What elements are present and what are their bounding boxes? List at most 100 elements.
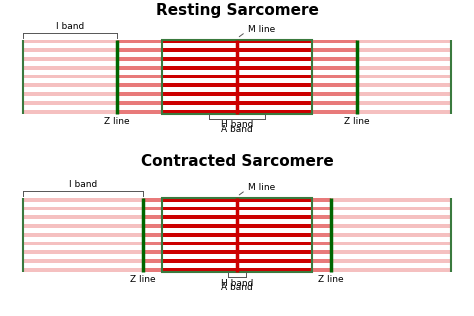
Bar — [23, 215, 143, 219]
Bar — [117, 83, 209, 87]
Text: I band: I band — [56, 22, 84, 31]
Bar — [265, 40, 357, 43]
Text: M line: M line — [248, 183, 275, 192]
Bar — [162, 57, 312, 61]
Bar — [162, 224, 312, 228]
Text: Z line: Z line — [104, 117, 130, 126]
Bar — [23, 101, 117, 105]
Bar — [23, 198, 143, 202]
Bar — [265, 75, 357, 78]
Bar — [117, 40, 209, 43]
Bar — [265, 101, 357, 105]
Bar — [265, 110, 357, 113]
Text: Z line: Z line — [344, 117, 370, 126]
Text: I band: I band — [69, 180, 97, 189]
Bar — [331, 224, 451, 228]
Bar — [117, 110, 209, 113]
Bar — [331, 207, 451, 210]
Bar — [143, 250, 228, 254]
Bar — [357, 110, 451, 113]
Bar — [246, 198, 331, 202]
Bar — [162, 48, 312, 52]
Bar — [246, 207, 331, 210]
Bar — [23, 66, 117, 70]
Bar — [357, 57, 451, 61]
Bar — [162, 40, 312, 113]
Bar — [143, 268, 228, 272]
Bar — [265, 66, 357, 70]
Bar — [117, 57, 209, 61]
Bar — [246, 268, 331, 272]
Bar — [357, 83, 451, 87]
Bar — [265, 92, 357, 96]
Bar — [117, 92, 209, 96]
Bar — [162, 215, 312, 219]
Text: H band: H band — [221, 120, 253, 130]
Bar — [246, 250, 331, 254]
Bar — [162, 110, 312, 113]
Bar — [117, 66, 209, 70]
Bar — [143, 259, 228, 263]
Bar — [23, 242, 143, 246]
Bar — [23, 75, 117, 78]
Bar — [265, 83, 357, 87]
Bar — [162, 233, 312, 237]
Bar — [265, 57, 357, 61]
Bar — [23, 250, 143, 254]
Bar — [23, 233, 143, 237]
Bar — [162, 259, 312, 263]
Bar — [246, 242, 331, 246]
Bar — [331, 250, 451, 254]
Bar — [162, 207, 312, 210]
Bar — [23, 268, 143, 272]
Bar — [162, 268, 312, 272]
Bar — [117, 48, 209, 52]
Bar — [357, 40, 451, 43]
Bar — [23, 110, 117, 113]
Bar — [23, 259, 143, 263]
Bar — [246, 215, 331, 219]
Bar — [357, 48, 451, 52]
Bar — [143, 224, 228, 228]
Bar — [331, 268, 451, 272]
Text: M line: M line — [248, 25, 275, 34]
Bar — [117, 75, 209, 78]
Bar — [331, 259, 451, 263]
Text: Contracted Sarcomere: Contracted Sarcomere — [141, 154, 333, 169]
Bar — [23, 207, 143, 210]
Bar — [162, 92, 312, 96]
Bar — [357, 92, 451, 96]
Bar — [162, 198, 312, 202]
Bar — [265, 48, 357, 52]
Bar — [162, 250, 312, 254]
Bar — [162, 242, 312, 246]
Bar — [23, 48, 117, 52]
Text: A band: A band — [221, 125, 253, 134]
Bar — [143, 198, 228, 202]
Text: A band: A band — [221, 283, 253, 292]
Bar — [162, 66, 312, 70]
Bar — [117, 101, 209, 105]
Bar — [331, 198, 451, 202]
Text: H band: H band — [221, 279, 253, 288]
Bar — [23, 224, 143, 228]
Bar — [162, 101, 312, 105]
Bar — [162, 40, 312, 43]
Bar — [23, 92, 117, 96]
Bar — [331, 215, 451, 219]
Text: Z line: Z line — [130, 276, 155, 284]
Bar — [143, 233, 228, 237]
Bar — [143, 207, 228, 210]
Bar — [246, 233, 331, 237]
Bar — [23, 40, 117, 43]
Bar — [162, 198, 312, 272]
Bar — [246, 259, 331, 263]
Bar — [246, 224, 331, 228]
Bar — [357, 75, 451, 78]
Text: Resting Sarcomere: Resting Sarcomere — [155, 3, 319, 18]
Bar — [331, 242, 451, 246]
Bar — [143, 242, 228, 246]
Text: Z line: Z line — [319, 276, 344, 284]
Bar — [23, 57, 117, 61]
Bar — [162, 83, 312, 87]
